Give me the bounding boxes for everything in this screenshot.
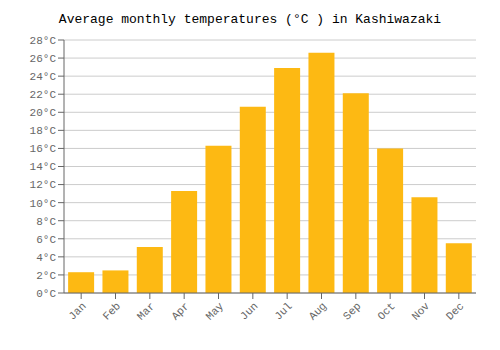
svg-text:Dec: Dec: [444, 300, 466, 322]
svg-text:Jan: Jan: [66, 300, 88, 322]
svg-text:4°C: 4°C: [36, 252, 56, 264]
svg-text:26°C: 26°C: [30, 53, 57, 65]
html-text:Average monthly temperatures (: Average monthly temperatures (°C ) in Ka…: [58, 12, 442, 27]
svg-text:Jul: Jul: [272, 300, 294, 322]
svg-text:18°C: 18°C: [30, 125, 57, 137]
svg-text:24°C: 24°C: [30, 71, 57, 83]
svg-text:14°C: 14°C: [30, 161, 57, 173]
svg-text:6°C: 6°C: [36, 234, 56, 246]
svg-text:Aug: Aug: [307, 300, 329, 322]
svg-text:10°C: 10°C: [30, 198, 57, 210]
svg-text:Mar: Mar: [135, 300, 157, 322]
svg-text:16°C: 16°C: [30, 143, 57, 155]
svg-text:0°C: 0°C: [36, 288, 56, 300]
svg-text:Sep: Sep: [341, 300, 363, 322]
svg-text:Feb: Feb: [101, 300, 123, 322]
svg-text:28°C: 28°C: [30, 35, 57, 47]
svg-text:Apr: Apr: [169, 300, 191, 322]
svg-text:Nov: Nov: [410, 300, 433, 323]
svg-text:Oct: Oct: [375, 300, 397, 322]
svg-text:8°C: 8°C: [36, 216, 56, 228]
svg-text:Jun: Jun: [238, 300, 260, 322]
svg-text:12°C: 12°C: [30, 179, 57, 191]
svg-text:2°C: 2°C: [36, 270, 56, 282]
svg-text:22°C: 22°C: [30, 89, 57, 101]
svg-text:May: May: [204, 300, 227, 323]
svg-text:20°C: 20°C: [30, 107, 57, 119]
